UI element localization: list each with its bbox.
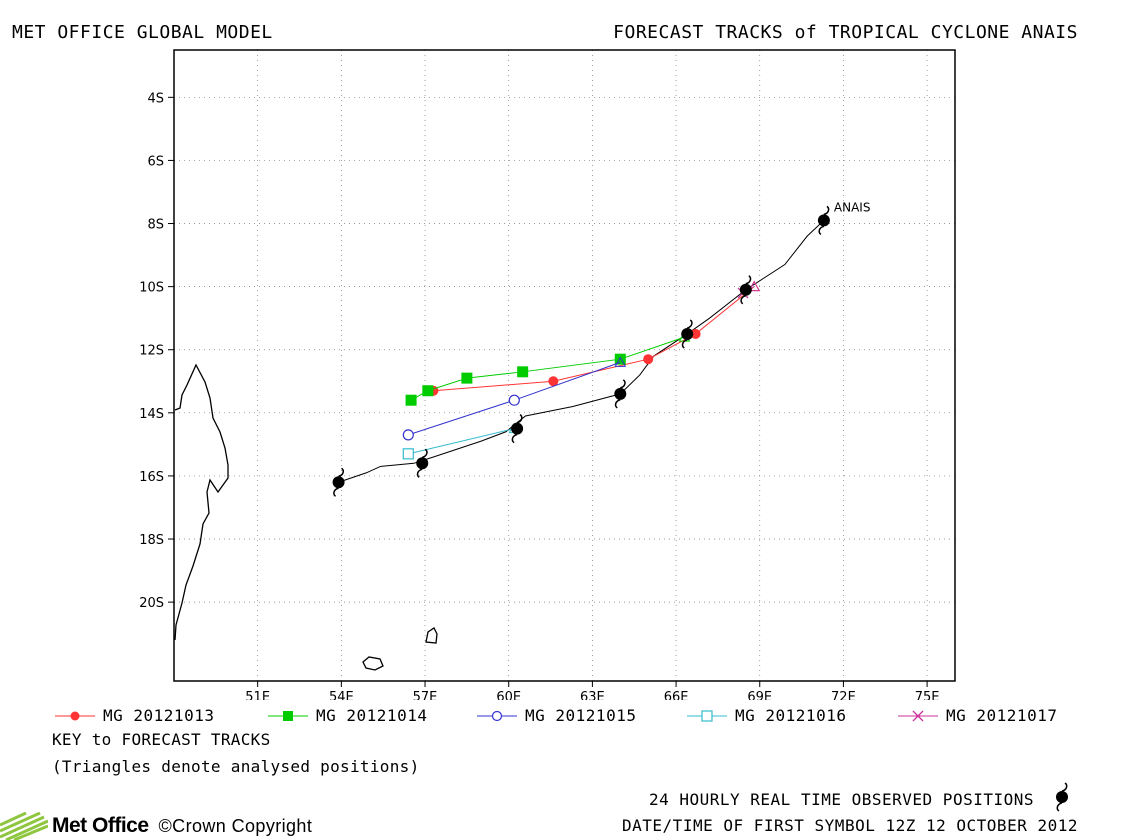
tracks: ANAIS: [332, 200, 871, 497]
legend-marker-4: [687, 709, 727, 722]
observed-track-line: [338, 220, 825, 483]
grid-lines: [174, 50, 955, 681]
legend-label-3: MG 20121015: [525, 706, 637, 725]
observed-position-3: [681, 319, 694, 349]
forecast-track-line-2: [410, 336, 685, 401]
observed-position-arm-top-1: [823, 205, 830, 216]
observed-position-arm-bottom-4: [614, 399, 621, 409]
observed-position-dot-4: [614, 387, 627, 400]
observed-position-7: [332, 467, 345, 497]
axes: 51E 54E 57E 60E 63E 66E 69E 72E 75E 4S 6S 8S 10S 12S 1…: [139, 49, 956, 700]
observed-position-arm-top-6: [422, 448, 428, 459]
observed-position-dot-2: [739, 283, 752, 296]
reunion-island: [362, 656, 384, 671]
y-tick-label-5: 14S: [139, 407, 164, 422]
legend-marker-3: [477, 710, 517, 721]
observed-position-arm-bottom-5: [511, 433, 518, 444]
y-tick-label-3: 10S: [139, 281, 164, 296]
x-tick-label-5: 66E: [664, 690, 689, 700]
legend-label-1: MG 20121013: [103, 706, 215, 725]
x-tick-label-0: 51E: [245, 690, 270, 700]
legend-item-1: MG 20121013: [55, 706, 214, 725]
forecast-point-1-2: [643, 354, 654, 365]
analysed-triangle-3: [614, 356, 627, 367]
observed-position-dot-5: [511, 422, 524, 435]
copyright-notice: ©Crown Copyright: [158, 815, 313, 836]
storm-name-label: ANAIS: [834, 200, 871, 214]
observed-positions-label: 24 HOURLY REAL TIME OBSERVED POSITIONS: [648, 790, 1034, 809]
y-tick-label-2: 8S: [147, 218, 164, 233]
observed-position-arm-bottom-1: [818, 225, 825, 235]
met-office-logo-icon: [0, 812, 48, 840]
y-tick-label-8: 20S: [139, 596, 164, 611]
mauritius-island: [425, 627, 438, 644]
cyclone-symbol-icon: [1056, 782, 1068, 812]
observed-position-dot-7: [332, 476, 345, 489]
observed-position-arm-bottom-2: [740, 295, 747, 305]
x-tick-label-4: 63E: [580, 690, 605, 700]
legend-item-2: MG 20121014: [268, 706, 427, 725]
chart-title-right: FORECAST TRACKS of TROPICAL CYCLONE ANAI…: [613, 22, 1078, 43]
observed-position-arm-top-3: [687, 319, 693, 329]
observed-position-4: [614, 379, 627, 409]
forecast-point-1-3: [548, 376, 559, 387]
observed-position-arm-top-7: [338, 467, 344, 477]
observed-position-5: [511, 413, 524, 444]
observed-position-arm-bottom-6: [416, 468, 423, 478]
observed-position-arm-top-2: [745, 275, 752, 285]
met-office-logo-text: Met Office: [52, 814, 149, 837]
observed-position-2: [739, 275, 752, 305]
observed-position-dot-6: [416, 457, 429, 470]
forecast-point-2-1: [614, 353, 626, 365]
legend-marker-5: [898, 710, 938, 721]
legend-item-5: MG 20121017: [898, 706, 1057, 725]
forecast-track-chart: ANAIS 51E 54E 57E 60E 63E 66E 69E 72E 75E 4S 6S 8S 1…: [139, 49, 956, 700]
forecast-track-line-4: [408, 428, 515, 455]
forecast-point-2-2: [517, 366, 529, 378]
legend-label-2: MG 20121014: [316, 706, 428, 725]
observed-position-dot-1: [817, 214, 830, 227]
legend-marker-1: [55, 711, 95, 720]
observed-position-dot-3: [681, 327, 694, 340]
y-tick-label-6: 16S: [139, 470, 164, 485]
chart-title-left: MET OFFICE GLOBAL MODEL: [12, 22, 273, 43]
forecast-point-3-1: [508, 394, 520, 406]
y-tick-label-1: 6S: [147, 154, 164, 169]
forecast-point-3-2: [402, 429, 414, 441]
plot-frame: [173, 49, 956, 682]
forecast-point-1-1: [690, 328, 701, 339]
observed-position-6: [416, 448, 429, 478]
y-tick-label-0: 4S: [147, 91, 164, 106]
forecast-track-line-1: [433, 286, 755, 392]
forecast-point-2-4: [422, 385, 434, 397]
forecast-point-2-3: [461, 372, 473, 384]
legend-label-4: MG 20121016: [735, 706, 847, 725]
landmasses: [174, 363, 438, 671]
met-office-logo: Met Office ©Crown Copyright: [0, 812, 312, 840]
forecast-point-4-1: [402, 448, 414, 460]
key-note: (Triangles denote analysed positions): [52, 757, 420, 776]
observed-position-1: [817, 205, 830, 235]
x-tick-label-3: 60E: [496, 690, 521, 700]
x-tick-label-8: 75E: [915, 690, 940, 700]
legend-item-4: MG 20121016: [687, 706, 846, 725]
madagascar-coastline: [174, 363, 229, 641]
legend-label-5: MG 20121017: [946, 706, 1058, 725]
legend-marker-2: [268, 710, 308, 721]
observed-position-arm-top-5: [516, 413, 523, 424]
x-tick-label-6: 69E: [747, 690, 772, 700]
y-tick-label-4: 12S: [139, 344, 164, 359]
key-title: KEY to FORECAST TRACKS: [52, 730, 271, 749]
x-tick-label-1: 54E: [329, 690, 354, 700]
first-symbol-date-label: DATE/TIME OF FIRST SYMBOL 12Z 12 OCTOBER…: [622, 816, 1078, 835]
observed-position-arm-bottom-3: [681, 339, 688, 349]
observed-position-arm-bottom-7: [333, 487, 339, 497]
y-tick-label-7: 18S: [139, 533, 164, 548]
x-tick-label-7: 72E: [831, 690, 856, 700]
observed-position-arm-top-4: [620, 379, 626, 389]
x-tick-label-2: 57E: [413, 690, 438, 700]
legend-item-3: MG 20121015: [477, 706, 636, 725]
analysed-triangle-5: [748, 280, 761, 292]
forecast-point-2-5: [405, 394, 417, 406]
